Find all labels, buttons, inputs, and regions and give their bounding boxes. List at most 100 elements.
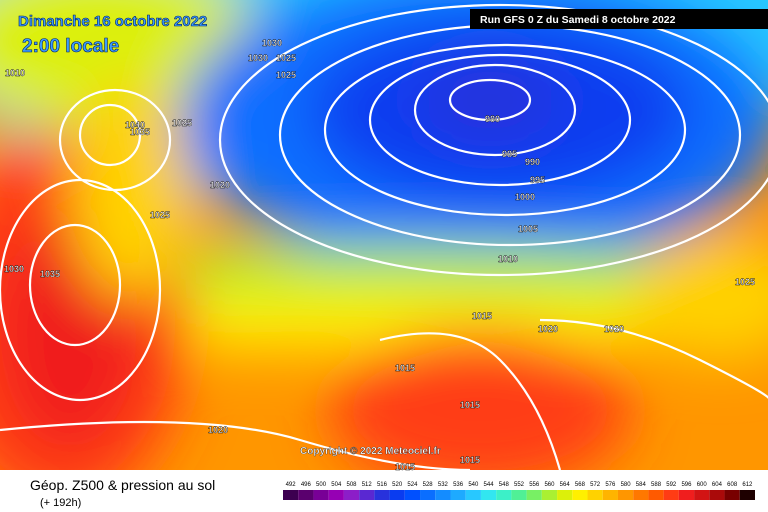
level-label: 580 [621, 482, 632, 488]
color-swatch [465, 490, 481, 500]
level-label: 520 [392, 482, 403, 488]
run-box [470, 9, 768, 29]
isobar-label: 1025 [276, 53, 296, 63]
isobar-label: 1015 [460, 455, 480, 465]
level-label: 568 [575, 482, 586, 488]
level-label: 608 [727, 482, 738, 488]
forecast-date: Dimanche 16 octobre 2022 [18, 13, 207, 30]
isobar-label: 980 [485, 114, 500, 124]
level-label: 564 [560, 482, 571, 488]
isobar-label: 1015 [460, 400, 480, 410]
isobar-label: 1025 [150, 210, 170, 220]
level-label: 600 [697, 482, 708, 488]
color-swatch [283, 490, 299, 500]
isobar-label: 990 [525, 157, 540, 167]
color-swatch [343, 490, 360, 500]
level-label: 576 [605, 482, 616, 488]
color-swatch [602, 490, 618, 500]
isobar-label: 1030 [262, 38, 282, 48]
color-swatch [739, 490, 755, 500]
isobar-label: 1035 [130, 127, 150, 137]
isobar-label: 1015 [395, 363, 415, 373]
color-swatch [511, 490, 527, 500]
isobar-label: 1010 [498, 254, 518, 264]
color-swatch [298, 490, 314, 500]
legend-title: Géop. Z500 & pression au sol [30, 477, 215, 493]
isobar-label: 1020 [604, 324, 624, 334]
level-label: 604 [712, 482, 723, 488]
isobar-label: 1025 [276, 70, 296, 80]
color-swatch [450, 490, 466, 500]
isobar-label: 1020 [210, 180, 230, 190]
level-label: 500 [316, 482, 327, 488]
level-label: 512 [362, 482, 373, 488]
color-swatch [480, 490, 497, 500]
color-swatch [496, 490, 512, 500]
color-swatch [587, 490, 603, 500]
isobar-label: 1015 [395, 462, 415, 472]
isobar-label: 1030 [4, 264, 24, 274]
color-swatch [313, 490, 329, 500]
level-label: 492 [286, 482, 297, 488]
level-label: 504 [331, 482, 342, 488]
color-swatch [557, 490, 573, 500]
color-swatch [420, 490, 436, 500]
isobar-label: 995 [530, 175, 545, 185]
color-swatch [328, 490, 344, 500]
level-label: 548 [499, 482, 510, 488]
color-swatch [633, 490, 649, 500]
color-swatch [404, 490, 421, 500]
isobar-label: 1035 [40, 269, 60, 279]
color-swatch [724, 490, 740, 500]
isobar-label: 1015 [472, 311, 492, 321]
color-swatch [663, 490, 679, 500]
level-label: 612 [742, 482, 753, 488]
level-label: 496 [301, 482, 312, 488]
level-label: 508 [347, 482, 358, 488]
level-label: 572 [590, 482, 601, 488]
level-label: 540 [468, 482, 479, 488]
level-label: 596 [681, 482, 692, 488]
isobar-label: 1000 [515, 192, 535, 202]
level-label: 544 [484, 482, 495, 488]
level-label: 588 [651, 482, 662, 488]
color-swatch [648, 490, 664, 500]
copyright: Copyright © 2022 Meteociel.fr [300, 446, 441, 457]
color-swatch [678, 490, 695, 500]
local-time: 2:00 locale [22, 36, 119, 57]
colorbar: 492 496 500 504 508 512 516 520 524 528 532 536 540 5… [283, 482, 755, 500]
level-label: 528 [423, 482, 434, 488]
level-label: 584 [636, 482, 647, 488]
color-swatch [541, 490, 558, 500]
color-swatch [694, 490, 710, 500]
color-swatch [389, 490, 405, 500]
lead-time: (+ 192h) [40, 497, 81, 509]
isobars [0, 3, 768, 470]
level-label: 560 [544, 482, 555, 488]
isobar-label: 1025 [172, 118, 192, 128]
level-label: 524 [407, 482, 418, 488]
level-label: 516 [377, 482, 388, 488]
level-label: 532 [438, 482, 449, 488]
isobar-label: 1030 [248, 53, 268, 63]
isobar-label: 1020 [208, 425, 228, 435]
isobar-label: 1010 [5, 68, 25, 78]
level-label: 552 [514, 482, 525, 488]
color-swatch [617, 490, 634, 500]
run-info: Run GFS 0 Z du Samedi 8 octobre 2022 [480, 14, 676, 26]
color-swatch [435, 490, 451, 500]
color-swatch [572, 490, 588, 500]
level-label: 592 [666, 482, 677, 488]
color-swatch [709, 490, 725, 500]
isobar-label: 985 [502, 149, 517, 159]
isobar-label: 1020 [538, 324, 558, 334]
isobar-label: 1040 [125, 120, 145, 130]
isobar-label: 1025 [735, 277, 755, 287]
color-swatch [359, 490, 375, 500]
color-swatch [374, 490, 390, 500]
color-swatch [526, 490, 542, 500]
